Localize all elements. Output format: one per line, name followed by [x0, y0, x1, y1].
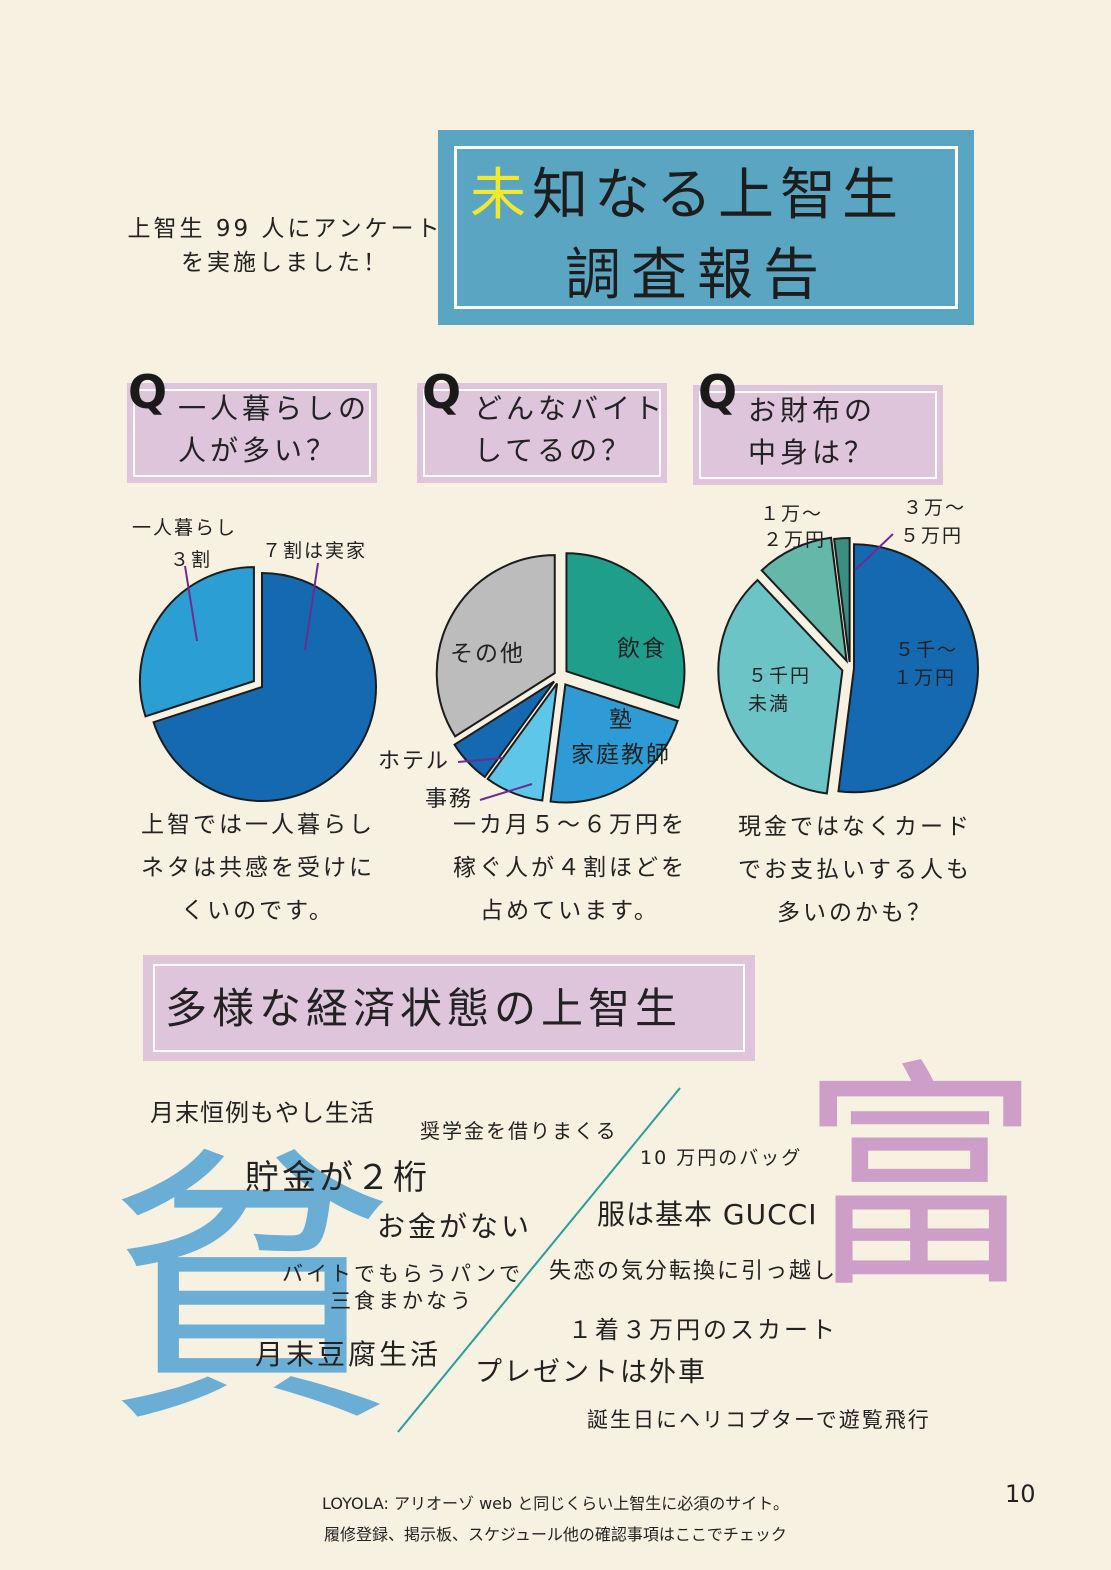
- label-office: 事務: [425, 787, 474, 812]
- caption-3-line-3: 多いのかも？: [777, 900, 933, 926]
- pie2-slice-other: [435, 554, 556, 738]
- pie3-slice-mid: [837, 543, 979, 794]
- section-box: [143, 955, 755, 1061]
- poor-phrase-1: 月末恒例もやし生活: [150, 1099, 375, 1127]
- rich-kanji: 富: [800, 1040, 1041, 1320]
- label-high-1: １万〜: [760, 503, 824, 525]
- pie2-slice-office: [486, 682, 559, 802]
- pie3-slice-high: [760, 536, 848, 664]
- label-juku-2: 家庭教師: [571, 742, 671, 768]
- question-1-line-1: 一人暮らしの: [178, 392, 371, 425]
- q-mark-1: Q: [128, 365, 168, 419]
- poor-kanji: 貧: [105, 1148, 395, 1428]
- leader-line-home: [304, 562, 319, 651]
- divider-line: [397, 1087, 681, 1433]
- leader-line-hotel: [457, 757, 504, 763]
- section-box-border: [153, 964, 745, 1052]
- poor-phrase-7: 月末豆腐生活: [255, 1338, 442, 1371]
- question-1-line-2: 人が多い？: [178, 434, 339, 467]
- caption-2-line-2: 稼ぐ人が４割ほどを: [453, 855, 687, 881]
- rich-phrase-2: 服は基本 GUCCI: [597, 1198, 818, 1231]
- leader-line-office: [479, 783, 533, 801]
- caption-1-line-3: くいのです。: [181, 898, 335, 924]
- poor-phrase-5: バイトでもらうパンで: [282, 1262, 524, 1286]
- poor-phrase-4: お金がない: [377, 1210, 533, 1243]
- rich-phrase-4: １着３万円のスカート: [568, 1316, 838, 1344]
- caption-2-line-3: 占めています。: [480, 898, 660, 924]
- footer-line-2: 履修登録、掲示板、スケジュール他の確認事項はここでチェック: [324, 1525, 787, 1544]
- question-box-1: [127, 383, 377, 483]
- caption-3: 現金ではなくカード でお支払いする人も 多いのかも？: [715, 806, 995, 935]
- question-2-line-1: どんなバイト: [474, 392, 667, 425]
- leader-line-alone: [184, 565, 198, 642]
- q-mark-3: Q: [698, 365, 738, 419]
- label-top-2: ５万円: [900, 525, 964, 547]
- pie2-slice-hotel: [453, 680, 555, 779]
- pie-chart-wallet: [717, 536, 979, 795]
- q-mark-2: Q: [422, 365, 462, 419]
- section-title: 多様な経済状態の上智生: [165, 984, 683, 1033]
- caption-3-line-1: 現金ではなくカード: [738, 814, 972, 840]
- label-hotel: ホテル: [378, 749, 451, 774]
- label-low-1: ５千円: [748, 665, 812, 687]
- rich-phrase-3: 失恋の気分転換に引っ越し: [549, 1259, 838, 1284]
- rich-phrase-1: 10 万円のバッグ: [640, 1147, 803, 1169]
- footer-line-1: LOYOLA: アリオーゾ web と同じくらい上智生に必須のサイト。: [322, 1494, 789, 1513]
- poor-phrase-6: 三食まかなう: [330, 1289, 474, 1313]
- pie1-slice-alone: [138, 566, 255, 718]
- question-box-2: [417, 383, 667, 483]
- label-low-2: 未満: [748, 693, 791, 715]
- pie2-slice-food: [565, 552, 686, 710]
- page-number: 10: [1005, 1480, 1036, 1508]
- pie-chart-parttime: [435, 552, 686, 804]
- title-box-border: [454, 146, 958, 309]
- label-food: 飲食: [617, 636, 667, 662]
- label-high-2: ２万円: [763, 529, 827, 551]
- title-highlight: 未: [470, 163, 532, 228]
- pie-chart-living: [138, 566, 377, 802]
- label-juku-1: 塾: [609, 707, 634, 733]
- rich-phrase-6: 誕生日にヘリコプターで遊覧飛行: [587, 1408, 931, 1432]
- caption-3-line-2: でお支払いする人も: [738, 857, 972, 883]
- page-title: 未知なる上智生: [470, 150, 904, 231]
- page-subtitle: 調査報告: [565, 243, 829, 308]
- label-other: その他: [450, 641, 525, 667]
- label-mid-1: ５千〜: [895, 639, 959, 661]
- question-2-line-2: してるの？: [474, 434, 634, 467]
- caption-2-line-1: 一カ月５〜６万円を: [453, 812, 687, 838]
- question-box-3: [693, 385, 943, 485]
- caption-1-line-1: 上智では一人暮らし: [141, 812, 375, 838]
- intro-text: 上智生 99 人にアンケート を実施しました！: [120, 212, 450, 280]
- pie3-slice-top: [832, 537, 851, 663]
- pie-charts: [138, 533, 979, 804]
- label-top-1: ３万〜: [903, 497, 967, 519]
- poor-phrase-2: 奨学金を借りまくる: [420, 1119, 618, 1143]
- title-rest: 知なる上智生: [532, 163, 904, 228]
- caption-2: 一カ月５〜６万円を 稼ぐ人が４割ほどを 占めています。: [430, 804, 710, 933]
- question-3-line-1: お財布の: [748, 394, 877, 427]
- pie3-slice-low: [717, 578, 844, 795]
- pie2-slice-juku: [549, 683, 679, 804]
- poor-phrase-3: 貯金が２桁: [245, 1158, 430, 1198]
- question-3-line-2: 中身は？: [748, 436, 877, 469]
- caption-1-line-2: ネタは共感を受けに: [141, 855, 375, 881]
- intro-line-1: 上智生 99 人にアンケート: [127, 216, 443, 242]
- intro-line-2: を実施しました！: [181, 250, 389, 276]
- caption-1: 上智では一人暮らし ネタは共感を受けに くいのです。: [118, 804, 398, 933]
- label-alone-2: ３割: [170, 549, 213, 571]
- pie1-slice-home: [152, 571, 377, 802]
- label-alone-1: 一人暮らし: [132, 517, 238, 539]
- label-mid-2: １万円: [893, 667, 957, 689]
- rich-phrase-5: プレゼントは外車: [475, 1357, 707, 1388]
- leader-line-top: [854, 533, 894, 571]
- label-home: ７割は実家: [262, 540, 368, 562]
